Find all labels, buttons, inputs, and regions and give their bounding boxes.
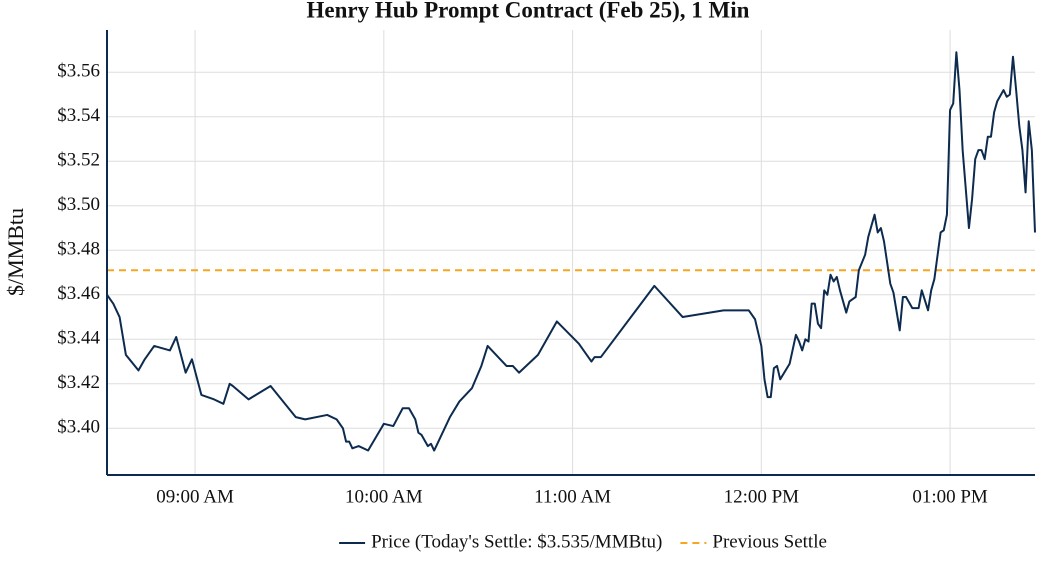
x-tick-label: 01:00 PM xyxy=(912,486,988,507)
y-tick-label: $3.46 xyxy=(57,283,100,304)
x-tick-label: 12:00 PM xyxy=(724,486,800,507)
legend-label: Previous Settle xyxy=(712,531,827,552)
x-tick-label: 10:00 AM xyxy=(345,486,423,507)
y-tick-label: $3.44 xyxy=(57,328,100,349)
y-tick-label: $3.48 xyxy=(57,239,100,260)
x-tick-label: 09:00 AM xyxy=(156,486,234,507)
y-tick-label: $3.52 xyxy=(57,150,100,171)
legend: Price (Today's Settle: $3.535/MMBtu) Prev… xyxy=(339,531,827,552)
y-tick-label: $3.40 xyxy=(57,417,100,438)
legend-label: Price (Today's Settle: $3.535/MMBtu) xyxy=(371,531,662,552)
y-tick-label: $3.56 xyxy=(57,61,100,82)
y-tick-label: $3.50 xyxy=(57,194,100,215)
chart-title: Henry Hub Prompt Contract (Feb 25), 1 Mi… xyxy=(307,0,750,22)
price-line xyxy=(106,51,1036,452)
y-tick-label: $3.42 xyxy=(57,372,100,393)
x-tick-label: 11:00 AM xyxy=(534,486,611,507)
y-tick-label: $3.54 xyxy=(57,105,100,126)
y-axis-label: $/MMBtu xyxy=(3,208,28,296)
